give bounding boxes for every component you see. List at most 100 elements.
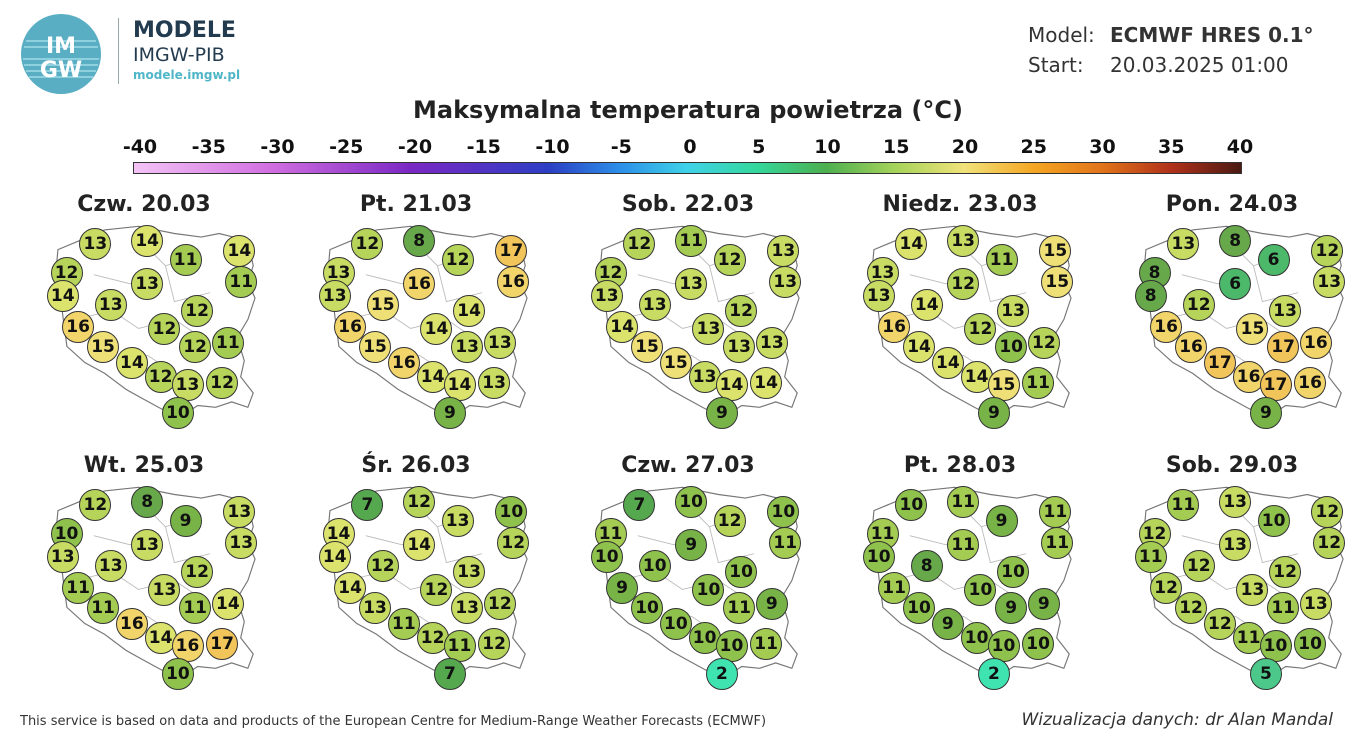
brand-block: MODELE IMGW-PIB modele.imgw.pl: [118, 18, 240, 84]
temperature-marker: 10: [862, 541, 895, 574]
temperature-marker: 13: [148, 573, 181, 606]
temperature-marker: 12: [206, 366, 239, 399]
temperature-marker: 6: [1219, 267, 1252, 300]
temperature-marker: 16: [1299, 327, 1332, 360]
temperature-marker: 14: [131, 224, 164, 257]
temperature-marker: 14: [453, 294, 486, 327]
temperature-marker: 16: [171, 629, 204, 662]
temperature-marker: 11: [1267, 591, 1300, 624]
temperature-marker: 10: [590, 541, 623, 574]
temperature-marker: 12: [483, 588, 516, 621]
temperature-marker: 13: [478, 366, 511, 399]
forecast-panel: Pon. 24.03 13 8 12 8 6 13 8 6 12 13 16 15 16 17 16 17 16 1…: [1102, 192, 1361, 430]
temperature-marker: 10: [1259, 629, 1292, 662]
brand-url: modele.imgw.pl: [133, 68, 241, 82]
temperature-marker: 14: [895, 228, 928, 261]
temperature-marker: 10: [688, 622, 721, 655]
temperature-marker: 15: [1041, 266, 1074, 298]
temperature-marker: 15: [1039, 235, 1072, 268]
temperature-marker: 15: [87, 330, 120, 363]
temperature-marker: 11: [947, 485, 980, 518]
colorbar-tick-label: 5: [752, 136, 766, 158]
temperature-marker: 10: [725, 555, 758, 588]
temperature-marker: 12: [181, 294, 214, 327]
temperature-marker: 11: [225, 266, 258, 298]
temperature-marker: 10: [495, 496, 528, 529]
temperature-marker: 12: [179, 330, 212, 363]
temperature-marker: 9: [433, 397, 466, 430]
colorbar-tick-label: 40: [1226, 136, 1254, 158]
temperature-marker: 16: [497, 266, 530, 298]
colorbar-tick-label: -15: [466, 136, 501, 158]
temperature-marker: 13: [769, 266, 802, 298]
forecast-panel: Czw. 27.03 7 10 10 11 12 11 10 9 10 10 9 10 10 11 9 10 10…: [558, 453, 818, 691]
temperature-marker: 10: [631, 591, 664, 624]
temperature-marker: 9: [705, 397, 738, 430]
start-value: 20.03.2025 01:00: [1110, 53, 1289, 77]
colorbar-tick-label: -35: [191, 136, 226, 158]
panel-date-title: Pt. 28.03: [903, 453, 1017, 478]
temperature-marker: 13: [94, 289, 127, 322]
temperature-marker: 13: [638, 289, 671, 322]
temperature-marker: 8: [131, 485, 164, 518]
temperature-marker: 12: [420, 573, 453, 606]
start-label: Start:: [1028, 53, 1084, 77]
temperature-marker: 11: [985, 244, 1018, 277]
temperature-marker: 6: [1257, 244, 1290, 277]
temperature-marker: 12: [1269, 555, 1302, 588]
colorbar-tick-label: -20: [397, 136, 433, 158]
temperature-marker: 11: [947, 528, 980, 561]
temperature-marker: 14: [403, 528, 436, 561]
colorbar-tick-label: -25: [329, 136, 364, 158]
temperature-marker: 14: [420, 312, 453, 345]
temperature-marker: 11: [675, 224, 708, 257]
temperature-marker: 12: [497, 527, 530, 559]
temperature-marker: 9: [169, 505, 202, 538]
temperature-marker: 12: [351, 228, 384, 261]
imgw-logo: IM GW: [20, 13, 102, 95]
temperature-marker: 10: [161, 397, 194, 430]
temperature-marker: 10: [997, 555, 1030, 588]
colorbar-tick-labels: -40 -35 -30 -25 -20 -15 -10 -5 0 5 10 15 20 25 30 35 40: [110, 136, 1260, 160]
temperature-marker: 7: [433, 658, 466, 691]
logo-text-top: IM: [46, 34, 76, 59]
forecast-panel: Sob. 29.03 11 13 12 12 10 12 11 13 12 12 12 13 12 11 13…: [1102, 453, 1361, 691]
temperature-marker: 13: [997, 294, 1030, 327]
panel-date-title: Śr. 26.03: [361, 453, 471, 478]
colorbar-tick-label: 15: [883, 136, 910, 158]
temperature-marker: 11: [723, 591, 756, 624]
temperature-marker: 11: [769, 527, 802, 559]
temperature-marker: 12: [148, 312, 181, 345]
temperature-marker: 13: [318, 280, 351, 313]
temperature-marker: 14: [750, 366, 783, 399]
temperature-marker: 13: [755, 327, 788, 360]
temperature-marker: 2: [705, 658, 738, 691]
temperature-marker: 12: [713, 244, 746, 277]
temperature-marker: 12: [416, 622, 449, 655]
colorbar-tick-label: 20: [951, 136, 979, 158]
temperature-marker: 12: [1182, 550, 1215, 583]
panel-date-title: Sob. 29.03: [1165, 453, 1299, 478]
colorbar-tick-label: 0: [683, 136, 697, 158]
temperature-marker: 13: [79, 228, 112, 261]
temperature-marker: 13: [131, 528, 164, 561]
temperature-marker: 13: [862, 280, 895, 313]
temperature-marker: 11: [1039, 496, 1072, 529]
temperature-marker: 17: [206, 627, 239, 660]
temperature-marker: 13: [441, 505, 474, 538]
panel-date-title: Czw. 20.03: [77, 192, 211, 217]
temperature-marker: 8: [1134, 280, 1167, 313]
temperature-marker: 9: [1027, 588, 1060, 621]
temperature-marker: 12: [1313, 527, 1346, 559]
colorbar-tick-label: -40: [122, 136, 158, 158]
temperature-marker: 11: [1041, 527, 1074, 559]
temperature-marker: 13: [359, 591, 392, 624]
temperature-marker: 10: [964, 573, 997, 606]
temperature-marker: 15: [359, 330, 392, 363]
model-value: ECMWF HRES 0.1°: [1110, 23, 1314, 47]
temperature-marker: 13: [451, 330, 484, 363]
temperature-marker: 13: [451, 591, 484, 624]
forecast-panel: Pt. 21.03 12 8 17 13 12 16 13 16 15 14 16 14 15 13 13 16…: [286, 192, 546, 430]
temperature-marker: 13: [171, 368, 204, 401]
temperature-marker: 14: [903, 330, 936, 363]
